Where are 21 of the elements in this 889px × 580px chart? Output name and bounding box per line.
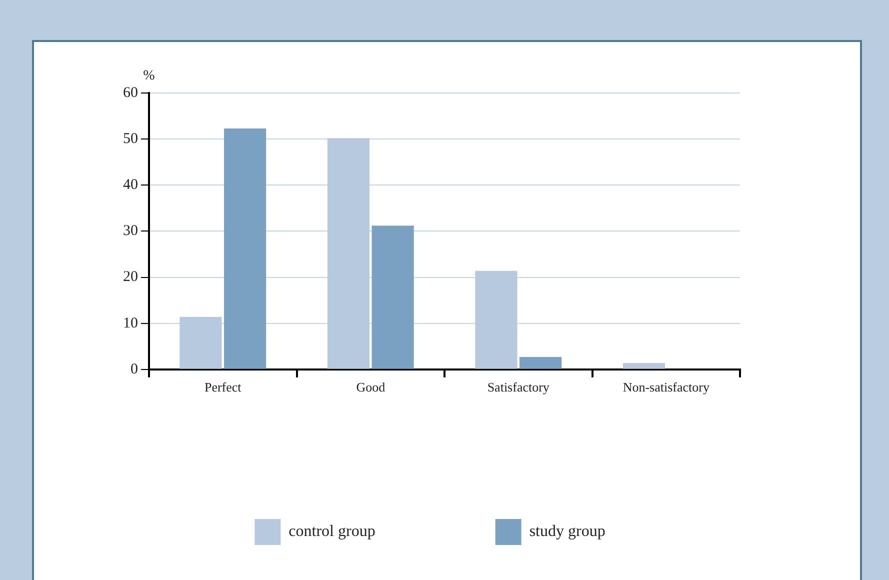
y-tick-label: 60 <box>123 84 138 101</box>
x-tick-label: Satisfactory <box>487 380 550 395</box>
x-tick-label: Perfect <box>204 380 242 395</box>
bar <box>224 128 266 369</box>
x-tick-label: Non-satisfactory <box>622 380 710 395</box>
y-tick-label: 10 <box>123 315 138 332</box>
bar <box>622 362 666 369</box>
y-tick-label: 30 <box>123 223 138 240</box>
bar <box>475 270 518 369</box>
x-tick-label: Good <box>356 380 386 395</box>
y-tick-label: 0 <box>130 361 138 378</box>
bar <box>327 138 370 369</box>
y-tick-label: 20 <box>123 269 138 286</box>
legend-label: control group <box>288 523 376 540</box>
y-tick-label: 40 <box>123 177 138 194</box>
bar <box>372 226 414 369</box>
bar <box>180 316 222 369</box>
y-tick-label: 50 <box>123 131 138 148</box>
legend-label: study group <box>529 523 606 540</box>
y-axis-title: % <box>143 68 156 84</box>
bar <box>519 356 562 369</box>
